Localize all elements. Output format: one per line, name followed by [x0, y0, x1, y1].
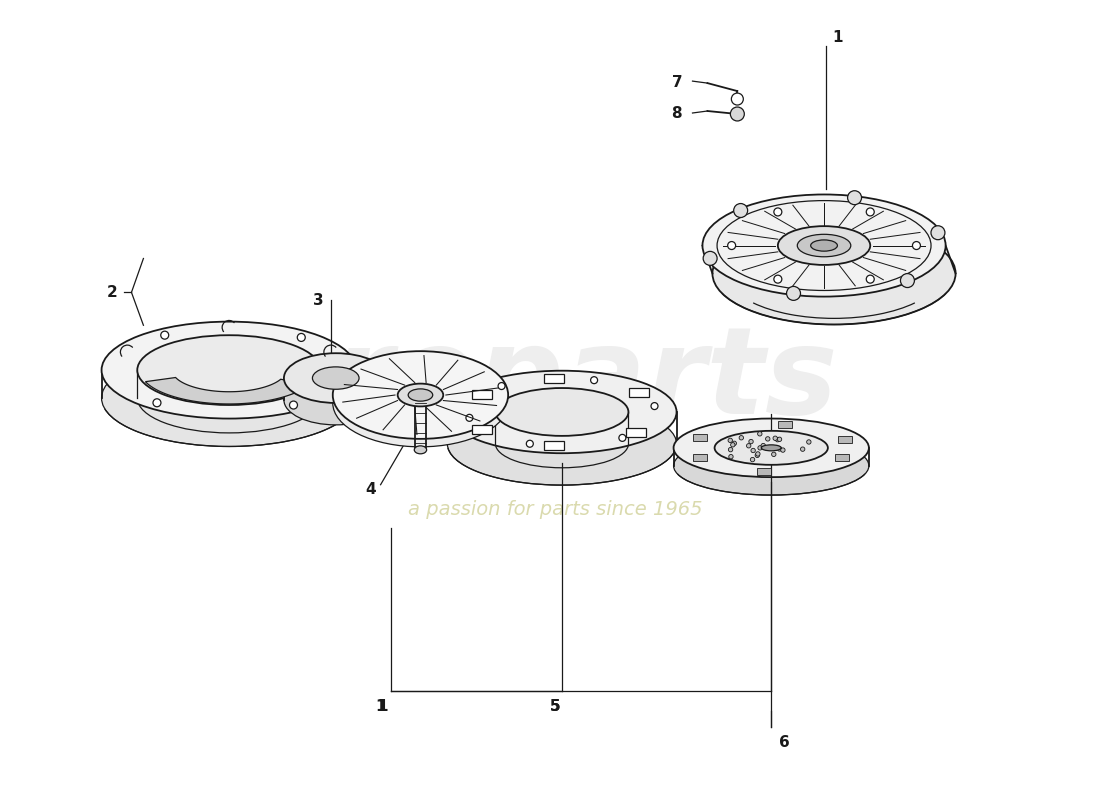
Circle shape: [498, 382, 505, 390]
Bar: [472, 390, 492, 398]
Bar: [626, 428, 646, 438]
Circle shape: [774, 208, 782, 216]
Ellipse shape: [703, 194, 946, 297]
Circle shape: [591, 377, 597, 384]
Circle shape: [755, 453, 759, 458]
Text: 7: 7: [672, 74, 682, 90]
Circle shape: [728, 438, 733, 442]
Circle shape: [781, 448, 785, 452]
Circle shape: [786, 286, 801, 300]
Text: 1: 1: [832, 30, 843, 46]
Bar: [758, 468, 771, 474]
Circle shape: [761, 443, 766, 448]
Ellipse shape: [798, 234, 850, 257]
Circle shape: [732, 93, 744, 105]
Text: 5: 5: [550, 699, 560, 714]
Circle shape: [931, 226, 945, 240]
Text: 6: 6: [779, 734, 790, 750]
Circle shape: [728, 242, 736, 250]
Circle shape: [756, 452, 760, 456]
Circle shape: [758, 446, 762, 450]
Circle shape: [651, 402, 658, 410]
Circle shape: [778, 446, 782, 451]
Bar: [778, 422, 792, 428]
Circle shape: [774, 275, 782, 283]
Circle shape: [766, 437, 770, 441]
Ellipse shape: [811, 240, 837, 251]
Circle shape: [466, 414, 473, 422]
Ellipse shape: [333, 359, 508, 447]
Circle shape: [153, 398, 161, 406]
Text: europarts: europarts: [163, 322, 838, 438]
Ellipse shape: [284, 375, 387, 425]
Ellipse shape: [101, 322, 356, 418]
Circle shape: [771, 452, 775, 457]
Ellipse shape: [101, 350, 356, 446]
Text: 4: 4: [365, 482, 376, 497]
Ellipse shape: [333, 351, 508, 439]
Ellipse shape: [138, 335, 321, 405]
Circle shape: [750, 458, 755, 462]
Bar: [693, 434, 707, 442]
Ellipse shape: [713, 222, 956, 325]
Text: 8: 8: [672, 106, 682, 121]
Circle shape: [161, 331, 168, 339]
Ellipse shape: [715, 431, 828, 465]
Circle shape: [526, 440, 534, 447]
Ellipse shape: [778, 226, 870, 265]
Circle shape: [728, 447, 733, 452]
Circle shape: [913, 242, 921, 250]
Text: 2: 2: [107, 285, 118, 300]
Circle shape: [619, 434, 626, 442]
Ellipse shape: [448, 370, 676, 454]
Circle shape: [289, 401, 297, 409]
Ellipse shape: [284, 354, 387, 403]
Circle shape: [867, 275, 875, 283]
Circle shape: [749, 439, 754, 444]
Circle shape: [733, 441, 737, 446]
Ellipse shape: [408, 389, 432, 401]
Circle shape: [848, 190, 861, 205]
Text: 1: 1: [375, 699, 386, 714]
Circle shape: [901, 274, 914, 287]
Text: a passion for parts since 1965: a passion for parts since 1965: [408, 500, 702, 519]
Circle shape: [778, 437, 782, 442]
Ellipse shape: [761, 445, 781, 451]
Ellipse shape: [495, 388, 628, 436]
Bar: [835, 454, 849, 462]
Circle shape: [730, 107, 745, 121]
Text: 1: 1: [377, 699, 388, 714]
Ellipse shape: [415, 446, 427, 454]
Circle shape: [773, 436, 778, 441]
Circle shape: [703, 251, 717, 266]
Text: 3: 3: [312, 293, 323, 308]
Circle shape: [751, 448, 756, 453]
Circle shape: [747, 443, 751, 448]
Polygon shape: [145, 378, 310, 404]
Circle shape: [776, 438, 780, 442]
Ellipse shape: [673, 437, 869, 495]
Circle shape: [729, 454, 733, 459]
Circle shape: [297, 334, 306, 342]
Text: 5: 5: [550, 699, 560, 714]
Circle shape: [734, 203, 748, 218]
Bar: [629, 388, 649, 397]
Circle shape: [739, 435, 744, 440]
Circle shape: [867, 208, 875, 216]
Bar: [838, 436, 851, 443]
Ellipse shape: [398, 384, 443, 406]
Circle shape: [801, 447, 805, 451]
Ellipse shape: [312, 367, 359, 390]
Circle shape: [806, 440, 811, 444]
Circle shape: [758, 432, 762, 436]
Bar: [543, 441, 563, 450]
Bar: [543, 374, 563, 382]
Circle shape: [730, 442, 735, 447]
Ellipse shape: [673, 418, 869, 477]
Ellipse shape: [448, 402, 676, 485]
Bar: [693, 454, 707, 462]
Bar: [472, 426, 492, 434]
